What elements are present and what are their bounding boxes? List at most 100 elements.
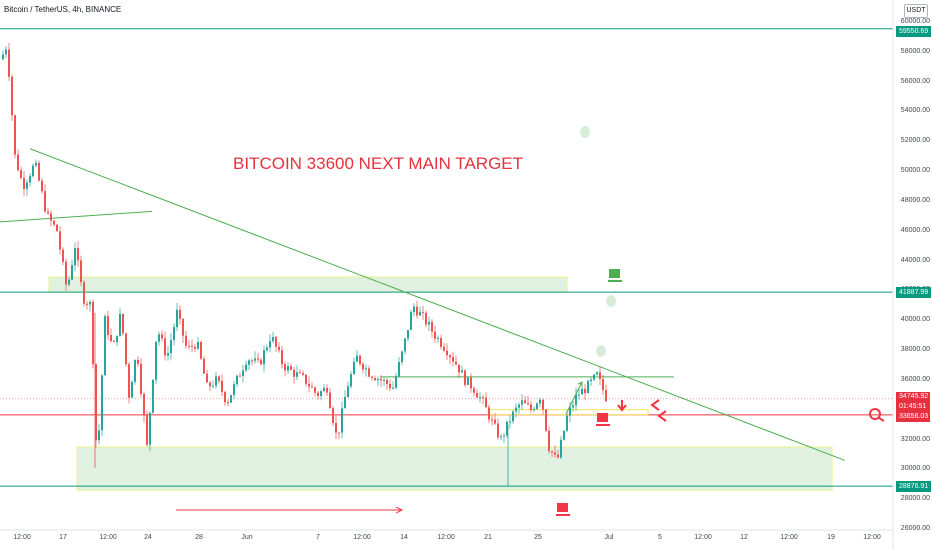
candle-body	[320, 391, 322, 397]
candle-body	[38, 162, 40, 181]
candle-body	[272, 337, 274, 342]
price-tick: 52000.00	[900, 137, 930, 145]
candle-body	[263, 350, 265, 365]
candle-body	[143, 393, 145, 416]
candle-body	[182, 318, 184, 336]
candle-body	[524, 400, 526, 404]
time-tick: 28	[195, 534, 203, 541]
candle-body	[590, 379, 592, 382]
candle-body	[449, 355, 451, 358]
last-price: 34745.92	[899, 393, 929, 400]
time-tick: 14	[400, 534, 408, 541]
candle-body	[446, 350, 448, 356]
candle-body	[371, 376, 373, 379]
candle-body	[482, 397, 484, 399]
candle-body	[5, 49, 7, 55]
price-tick: 30000.00	[900, 465, 930, 473]
candle-body	[350, 374, 352, 387]
candle-body	[488, 407, 490, 420]
candle-body	[530, 404, 532, 411]
candle-body	[245, 364, 247, 371]
candle-body	[83, 282, 85, 304]
candle-body	[275, 337, 277, 347]
candle-body	[98, 430, 100, 441]
candle-body	[599, 372, 601, 379]
candle-body	[251, 360, 253, 362]
candle-body	[281, 350, 283, 365]
candle-body	[323, 387, 325, 392]
candle-body	[410, 311, 412, 330]
candle-body	[377, 378, 379, 381]
candle-body	[470, 377, 472, 389]
candle-body	[104, 316, 106, 376]
candle-body	[230, 395, 232, 403]
candle-body	[473, 388, 475, 393]
candle-body	[602, 378, 604, 391]
price-tick: 44000.00	[900, 256, 930, 264]
trend-line	[29, 148, 846, 461]
price-tick: 50000.00	[900, 167, 930, 175]
time-tick: 12	[740, 534, 748, 541]
candle-body	[341, 408, 343, 433]
candle-body	[464, 370, 466, 385]
chart-title: Bitcoin / TetherUS, 4h, BINANCE	[4, 5, 122, 14]
magnifier-icon[interactable]	[869, 408, 885, 422]
candle-body	[404, 338, 406, 352]
time-tick: 12:00	[353, 534, 371, 541]
candle-body	[74, 248, 76, 266]
candle-body	[365, 368, 367, 370]
candle-body	[548, 430, 550, 452]
candle-body	[557, 454, 559, 458]
candle-body	[68, 279, 70, 285]
price-tick: 46000.00	[900, 226, 930, 234]
candle-body	[389, 383, 391, 389]
candles	[2, 42, 607, 486]
time-tick: 7	[316, 534, 320, 541]
arrow-up-right-icon	[565, 381, 583, 415]
candle-body	[326, 387, 328, 393]
marker-dot	[580, 126, 590, 138]
candle-body	[491, 419, 493, 421]
candle-body	[512, 411, 514, 422]
candle-body	[545, 409, 547, 431]
price-tick: 40000.00	[900, 316, 930, 324]
time-tick: Jul	[604, 534, 614, 541]
price-tick: 60000.00	[900, 18, 930, 25]
candle-body	[71, 265, 73, 280]
candle-body	[437, 337, 439, 339]
level-badge-support: 28876.91	[896, 481, 932, 492]
coffee-cup-icon	[556, 503, 570, 516]
candle-body	[596, 372, 598, 375]
candle-body	[563, 430, 565, 440]
candle-body	[338, 432, 340, 434]
candle-body	[50, 213, 52, 221]
candle-body	[260, 359, 262, 365]
candle-body	[587, 381, 589, 394]
arrow-left-icon	[650, 399, 660, 411]
currency-label[interactable]: USDT	[904, 4, 928, 18]
candle-body	[218, 376, 220, 381]
candle-body	[299, 372, 301, 374]
candle-body	[296, 372, 298, 377]
candle-body	[53, 220, 55, 225]
candle-body	[431, 321, 433, 332]
marker-dot	[606, 295, 616, 307]
candle-body	[551, 451, 553, 453]
candle-body	[533, 408, 535, 411]
marker-dot	[596, 345, 606, 357]
time-tick: 19	[827, 534, 835, 541]
candle-body	[332, 408, 334, 423]
candle-body	[200, 341, 202, 359]
candle-body	[398, 362, 400, 377]
candle-body	[122, 313, 124, 334]
candle-body	[179, 309, 181, 319]
price-tick: 32000.00	[900, 435, 930, 443]
candle-body	[536, 403, 538, 409]
candle-body	[197, 341, 199, 349]
trend-lines	[0, 148, 846, 461]
candle-body	[416, 306, 418, 316]
candle-body	[110, 335, 112, 341]
candle-body	[386, 379, 388, 384]
candle-body	[293, 369, 295, 377]
